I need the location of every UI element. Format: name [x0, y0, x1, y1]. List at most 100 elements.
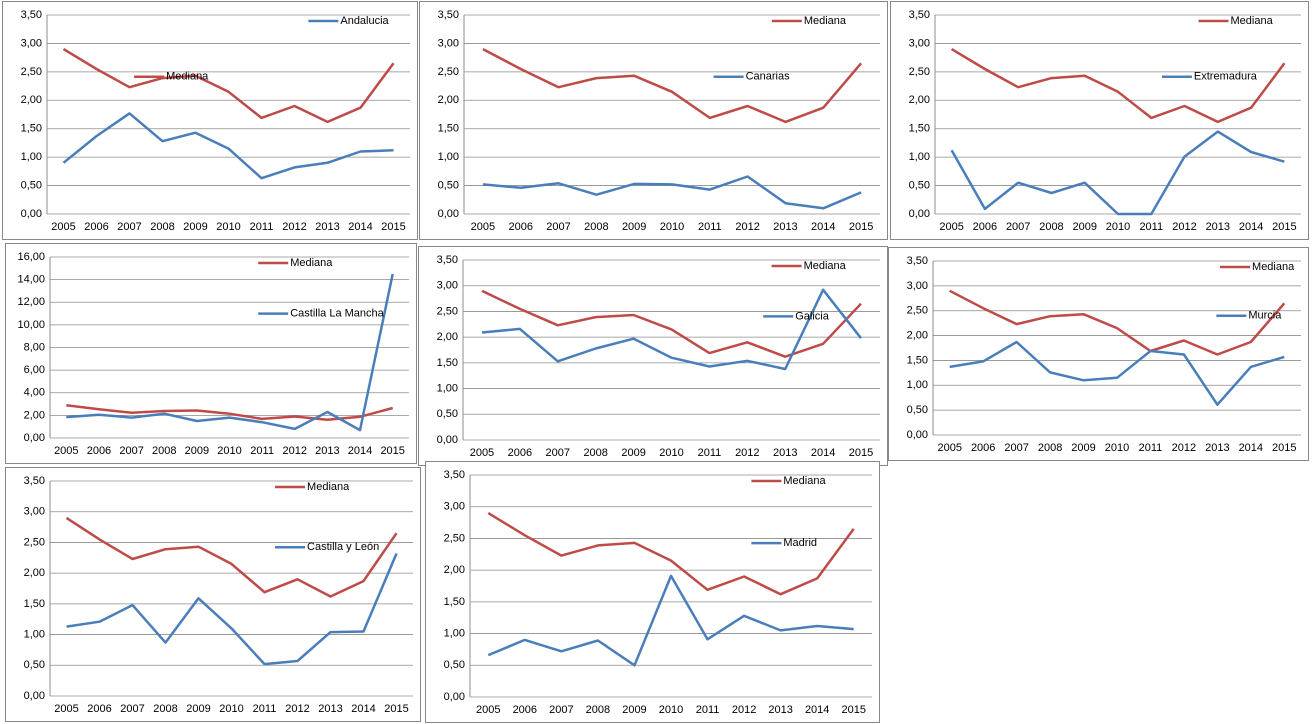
legend-label: Mediana — [804, 15, 847, 27]
x-tick-label: 2015 — [849, 221, 873, 233]
x-tick-label: 2006 — [971, 442, 995, 454]
chart-panel: 0,00 0,50 1,00 1,50 2,00 2,50 3,00 3,50 2005 2006… — [418, 246, 888, 466]
x-tick-label: 2011 — [1139, 442, 1163, 454]
chart-panel: 0,00 0,50 1,00 1,50 2,00 2,50 3,00 3,50 2005 2006… — [888, 247, 1309, 461]
series-line — [481, 289, 862, 358]
x-tick-label: 2006 — [87, 703, 111, 715]
series-line — [481, 288, 862, 371]
y-tick-label: 1,00 — [907, 379, 928, 391]
panel-border — [5, 243, 417, 464]
legend-label: Castilla La Mancha — [290, 308, 384, 320]
y-tick-label: 0,50 — [444, 659, 465, 671]
y-tick-label: 1,00 — [437, 382, 458, 394]
series-line — [950, 130, 1285, 216]
x-tick-label: 2011 — [250, 221, 274, 233]
x-tick-label: 2010 — [219, 703, 243, 715]
y-tick-label: 10,00 — [17, 319, 45, 331]
y-tick-label: 3,00 — [24, 506, 45, 518]
x-tick-label: 2008 — [1039, 221, 1063, 233]
y-tick-label: 2,00 — [907, 329, 928, 341]
series-line — [949, 289, 1286, 356]
y-tick-label: 3,50 — [437, 254, 458, 266]
y-tick-label: 0,50 — [24, 659, 45, 671]
legend-label: Mediana — [1252, 261, 1295, 273]
x-tick-label: 2014 — [811, 447, 835, 459]
y-tick-label: 0,50 — [909, 179, 930, 191]
x-tick-label: 2014 — [1239, 442, 1263, 454]
x-tick-label: 2013 — [773, 221, 797, 233]
x-tick-label: 2012 — [732, 704, 756, 716]
panel-border — [888, 247, 1309, 461]
x-tick-label: 2010 — [1106, 221, 1130, 233]
y-tick-label: 0,00 — [21, 208, 42, 220]
panel-border — [425, 461, 880, 723]
y-tick-label: 2,00 — [21, 94, 42, 106]
x-tick-label: 2012 — [1172, 442, 1196, 454]
x-tick-label: 2005 — [54, 703, 78, 715]
y-tick-label: 3,50 — [909, 9, 930, 21]
y-tick-label: 1,50 — [438, 123, 459, 135]
panel-border — [419, 1, 888, 240]
x-tick-label: 2011 — [698, 447, 722, 459]
x-tick-label: 2011 — [698, 221, 722, 233]
y-tick-label: 2,50 — [909, 66, 930, 78]
y-tick-label: 3,00 — [444, 501, 465, 513]
legend-label: Canarias — [746, 71, 791, 83]
legend-label: Mediana — [1231, 15, 1274, 27]
legend-label: Galicia — [795, 310, 830, 322]
x-tick-label: 2007 — [120, 703, 144, 715]
legend-label: Andalucia — [340, 15, 389, 27]
y-tick-label: 3,00 — [907, 280, 928, 292]
panel-border — [5, 467, 421, 722]
x-tick-label: 2006 — [508, 447, 532, 459]
y-tick-label: 2,00 — [438, 94, 459, 106]
y-tick-label: 14,00 — [17, 274, 45, 286]
y-tick-label: 4,00 — [24, 387, 45, 399]
x-tick-label: 2008 — [152, 445, 176, 457]
y-tick-label: 3,00 — [437, 280, 458, 292]
panel-border — [890, 1, 1309, 240]
x-tick-label: 2008 — [153, 703, 177, 715]
x-tick-label: 2013 — [773, 447, 797, 459]
series-line — [482, 175, 862, 210]
x-tick-label: 2007 — [119, 445, 143, 457]
series-line — [65, 516, 398, 598]
x-tick-label: 2007 — [1004, 442, 1028, 454]
x-tick-label: 2009 — [622, 221, 646, 233]
y-tick-label: 6,00 — [24, 364, 45, 376]
x-tick-label: 2009 — [1072, 221, 1096, 233]
x-tick-label: 2011 — [253, 703, 277, 715]
chart-panel: 0,00 0,50 1,00 1,50 2,00 2,50 3,00 3,50 2005 2006… — [5, 467, 421, 722]
y-tick-label: 3,50 — [907, 255, 928, 267]
y-tick-label: 2,50 — [437, 305, 458, 317]
x-tick-label: 2007 — [1006, 221, 1030, 233]
x-tick-label: 2015 — [849, 447, 873, 459]
x-tick-label: 2012 — [282, 221, 306, 233]
x-tick-label: 2015 — [384, 703, 408, 715]
x-tick-label: 2007 — [546, 221, 570, 233]
y-tick-label: 2,50 — [438, 66, 459, 78]
y-tick-label: 2,00 — [909, 94, 930, 106]
series-line — [62, 112, 394, 180]
legend-label: Mediana — [783, 475, 826, 487]
y-tick-label: 2,00 — [444, 564, 465, 576]
y-tick-label: 2,00 — [24, 567, 45, 579]
panel-border — [418, 246, 888, 466]
x-tick-label: 2013 — [315, 445, 339, 457]
x-tick-label: 2010 — [659, 704, 683, 716]
y-tick-label: 2,50 — [24, 536, 45, 548]
x-tick-label: 2010 — [216, 221, 240, 233]
x-tick-label: 2011 — [696, 704, 720, 716]
x-tick-label: 2013 — [318, 703, 342, 715]
y-tick-label: 8,00 — [24, 341, 45, 353]
x-tick-label: 2008 — [583, 447, 607, 459]
y-tick-label: 1,00 — [438, 151, 459, 163]
x-tick-label: 2014 — [348, 445, 372, 457]
x-tick-label: 2009 — [186, 703, 210, 715]
x-tick-label: 2005 — [470, 447, 494, 459]
y-tick-label: 3,00 — [909, 37, 930, 49]
chart-panel: 0,00 0,50 1,00 1,50 2,00 2,50 3,00 3,50 2005 2006… — [2, 1, 418, 240]
y-tick-label: 0,50 — [438, 179, 459, 191]
legend-label: Mediana — [166, 71, 209, 83]
y-tick-label: 0,00 — [438, 208, 459, 220]
